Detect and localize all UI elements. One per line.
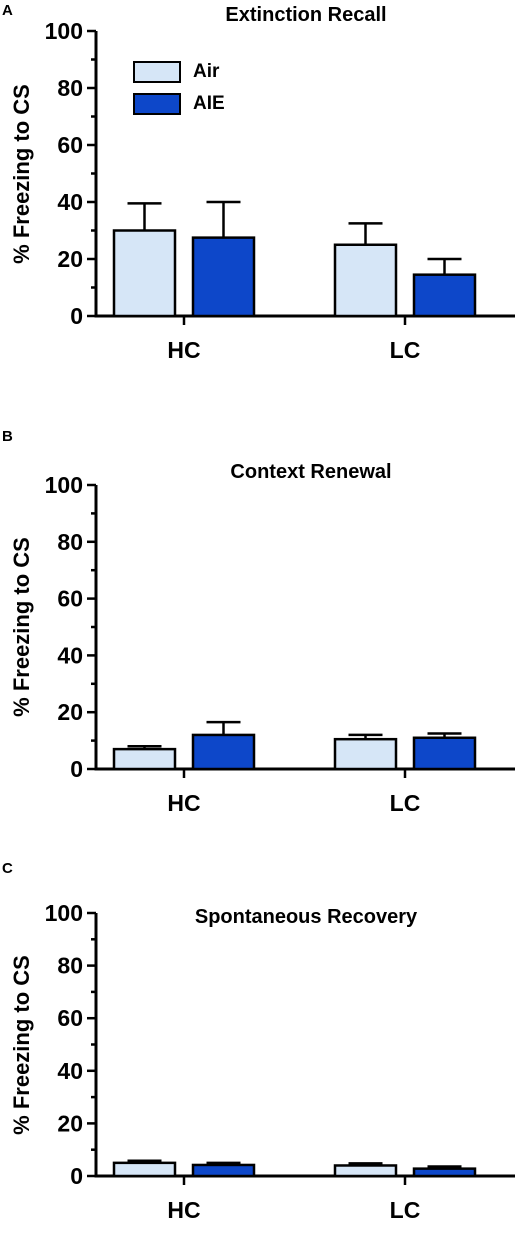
y-tick-label: 20 — [57, 699, 83, 725]
bar-aie-lc — [412, 1167, 477, 1178]
panel-letter: C — [2, 860, 13, 877]
y-tick-label: 40 — [57, 642, 83, 668]
bar-air-lc — [333, 243, 398, 318]
bar-chart: 0 20 40 60 80 100 HC LC — [45, 900, 515, 1223]
y-tick-label: 0 — [70, 303, 83, 329]
bar-aie-hc — [191, 1163, 256, 1178]
chart-title: Spontaneous Recovery — [194, 906, 418, 928]
legend-item-air: Air — [133, 56, 225, 88]
legend-swatch-aie — [133, 93, 181, 115]
y-tick-label: 100 — [45, 900, 83, 926]
y-tick-label: 0 — [70, 1163, 83, 1189]
legend-label-aie: AIE — [193, 93, 225, 114]
x-tick-label: LC — [390, 790, 421, 816]
bar-air-hc — [112, 1161, 177, 1178]
y-tick-label: 100 — [45, 472, 83, 498]
y-tick-label: 40 — [57, 1058, 83, 1084]
y-tick-label: 60 — [57, 586, 83, 612]
x-tick-label: HC — [167, 790, 200, 816]
panel-letter: A — [2, 2, 13, 19]
x-tick-label: HC — [167, 337, 200, 363]
bar-aie-lc — [412, 273, 477, 318]
bar-aie-hc — [191, 236, 256, 318]
panel-letter: B — [2, 428, 13, 445]
bar-aie-lc — [412, 736, 477, 771]
bar-chart: 0 20 40 60 80 100 HC LC — [45, 472, 515, 816]
y-tick-label: 20 — [57, 1110, 83, 1136]
y-tick-label: 60 — [57, 1005, 83, 1031]
y-tick-label: 40 — [57, 189, 83, 215]
y-tick-label: 20 — [57, 246, 83, 272]
legend-label-air: Air — [193, 61, 220, 82]
y-tick-label: 80 — [57, 75, 83, 101]
y-tick-label: 80 — [57, 953, 83, 979]
y-tick-label: 100 — [45, 18, 83, 44]
chart-title: Context Renewal — [230, 461, 392, 483]
legend-swatch-air — [133, 61, 181, 83]
bar-air-lc — [333, 1164, 398, 1178]
y-tick-label: 80 — [57, 529, 83, 555]
x-tick-label: HC — [167, 1197, 200, 1223]
panel-extinction-recall: A Extinction Recall % Freezing to CS 0 20… — [0, 0, 526, 400]
chart-title: Extinction Recall — [225, 4, 387, 26]
y-tick-label: 60 — [57, 132, 83, 158]
panel-spontaneous-recovery: C Spontaneous Recovery % Freezing to CS … — [0, 848, 526, 1248]
panel-context-renewal: B Context Renewal % Freezing to CS 0 20 40… — [0, 415, 526, 845]
bar-aie-hc — [191, 733, 256, 771]
x-tick-label: LC — [390, 1197, 421, 1223]
x-tick-label: LC — [390, 337, 421, 363]
legend-item-aie: AIE — [133, 88, 225, 120]
legend: Air AIE — [133, 56, 225, 120]
bar-air-hc — [112, 229, 177, 318]
y-tick-label: 0 — [70, 756, 83, 782]
bar-air-hc — [112, 747, 177, 771]
bar-air-lc — [333, 737, 398, 771]
bar-chart: 0 20 40 60 80 100 HC LC — [45, 18, 515, 363]
